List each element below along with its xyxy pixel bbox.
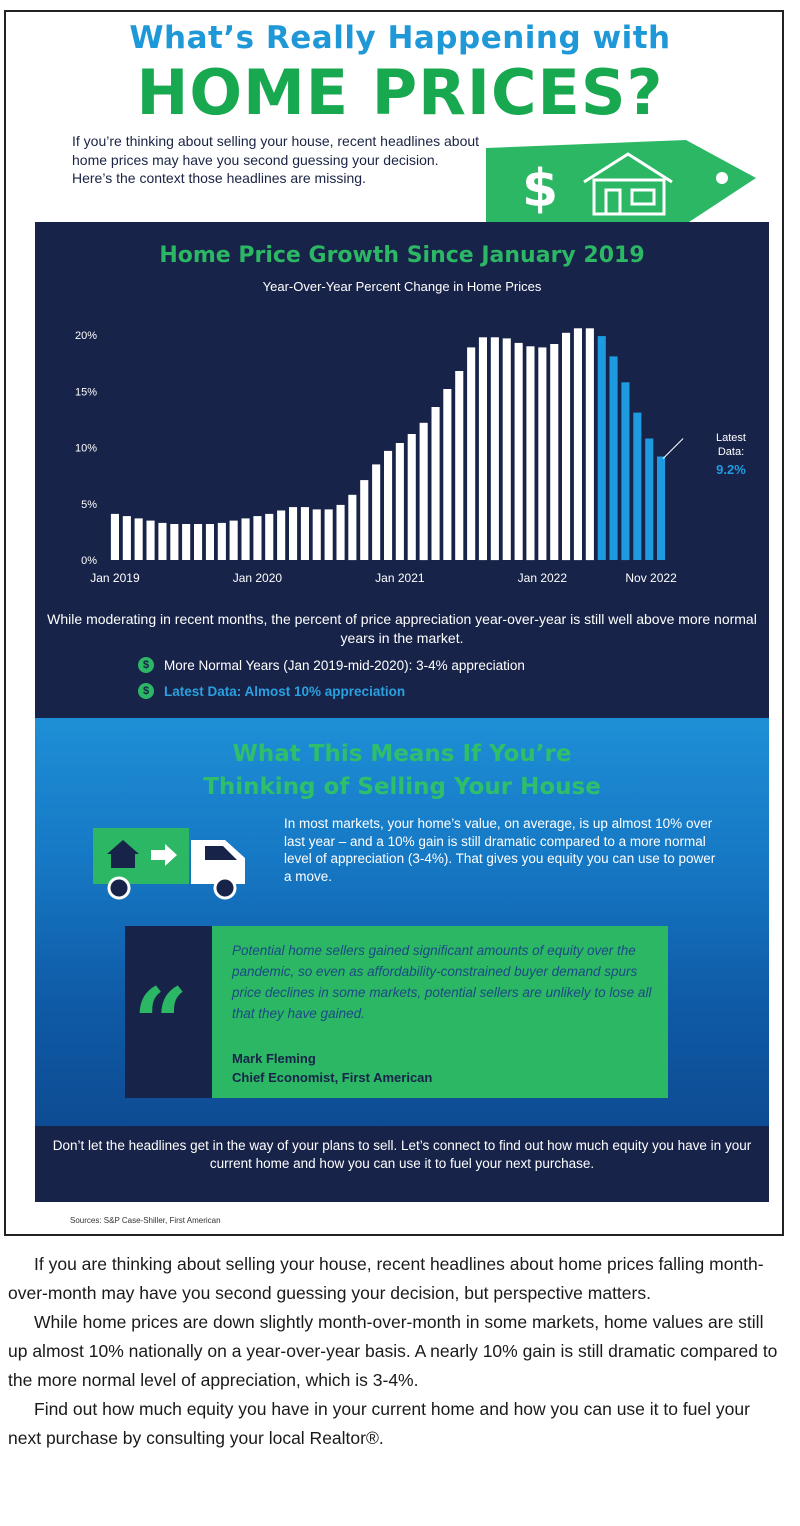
chart-bar — [585, 328, 594, 561]
bar-chart: 0% 5% 10% 15% 20% Jan 2019 Jan 2020 Jan 2021 Jan… — [75, 328, 746, 585]
quote-mark-icon: “ — [133, 967, 189, 1080]
chart-bar — [384, 450, 393, 560]
chart-bar — [407, 434, 416, 560]
chart-bar — [538, 347, 547, 560]
chart-bar — [158, 522, 167, 560]
chart-bar — [550, 344, 559, 560]
chart-bar — [597, 336, 606, 560]
x-tick-label: Jan 2021 — [375, 571, 425, 585]
chart-bar — [372, 464, 381, 560]
chart-title: Home Price Growth Since January 2019 — [159, 243, 645, 268]
selling-title: What This Means If You’re Thinking of Se… — [35, 738, 769, 804]
dollar-icon: $ — [138, 657, 154, 673]
quote-attribution: Mark Fleming Chief Economist, First Amer… — [232, 1049, 432, 1087]
chart-bar — [205, 524, 214, 560]
selling-body: In most markets, your home’s value, on a… — [284, 816, 716, 884]
y-tick-label: 20% — [75, 330, 97, 342]
moving-truck-icon — [93, 828, 245, 900]
annotation-label: Latest — [716, 432, 746, 444]
dollar-icon: $ — [138, 683, 154, 699]
chart-bar — [657, 456, 666, 560]
annotation-label: Data: — [718, 446, 744, 458]
chart-bar — [277, 510, 286, 560]
selling-title-line-1: What This Means If You’re — [232, 741, 572, 767]
chart-bar — [490, 337, 499, 561]
chart-bar — [562, 332, 571, 561]
article-paragraph-2: While home prices are down slightly mont… — [8, 1312, 778, 1390]
chart-bar — [478, 337, 487, 561]
chart-bar — [312, 509, 321, 560]
chart-subtitle: Year-Over-Year Percent Change in Home Pr… — [262, 279, 542, 294]
chart-bar — [253, 516, 262, 560]
chart-note: While moderating in recent months, the p… — [47, 611, 757, 646]
quote-author-role: Chief Economist, First American — [232, 1070, 433, 1085]
x-tick-label: Jan 2020 — [233, 571, 283, 585]
chart-bar — [633, 412, 642, 560]
annotation-value: 9.2% — [716, 462, 746, 477]
chart-bar — [526, 346, 535, 561]
x-tick-label: Jan 2019 — [90, 571, 140, 585]
chart-bar — [455, 371, 464, 560]
article-paragraph-3: Find out how much equity you have in you… — [8, 1399, 750, 1448]
article-paragraph-1: If you are thinking about selling your h… — [8, 1254, 764, 1303]
chart-bar — [360, 480, 369, 560]
legend-text-latest: Latest Data: Almost 10% appreciation — [164, 683, 406, 699]
quote-text: Potential home sellers gained significan… — [232, 943, 652, 1021]
chart-bar — [348, 494, 357, 561]
chart-bar — [609, 356, 618, 560]
quote-background — [212, 926, 668, 1098]
chart-bar — [502, 338, 511, 560]
x-tick-label: Nov 2022 — [625, 571, 677, 585]
sources-note: Sources: S&P Case-Shiller, First America… — [70, 1216, 221, 1225]
chart-bar — [182, 524, 191, 560]
article-body: If you are thinking about selling your h… — [8, 1250, 778, 1453]
chart-bar — [146, 520, 155, 560]
chart-bar — [395, 443, 404, 560]
title-line-2: HOME PRICES? — [136, 56, 664, 129]
chart-bar — [170, 524, 179, 560]
y-tick-label: 5% — [81, 499, 97, 511]
chart-bar — [645, 438, 654, 560]
chart-bar — [336, 504, 345, 560]
chart-bar — [241, 518, 250, 560]
chart-bar — [300, 507, 309, 560]
x-tick-label: Jan 2022 — [518, 571, 568, 585]
house-icon — [583, 152, 673, 216]
chart-bar — [229, 520, 238, 560]
y-tick-label: 10% — [75, 443, 97, 455]
quote-author: Mark Fleming — [232, 1051, 316, 1066]
chart-bar — [110, 513, 119, 560]
y-tick-label: 0% — [81, 555, 97, 567]
chart-bar — [621, 382, 630, 561]
price-tag-icon: $ — [486, 140, 756, 230]
dollar-sign: $ — [522, 159, 558, 219]
chart-bar — [194, 524, 203, 560]
chart-bar — [431, 407, 440, 560]
chart-bar — [134, 518, 143, 560]
chart-bar — [217, 522, 226, 560]
chart-bar — [514, 342, 523, 560]
y-tick-label: 15% — [75, 386, 97, 398]
chart-bar — [443, 389, 452, 560]
chart-bar — [289, 507, 298, 560]
title-line-1: What’s Really Happening with — [129, 20, 671, 56]
chart-bar — [265, 513, 274, 560]
legend-item-normal: $ More Normal Years (Jan 2019-mid-2020):… — [138, 657, 525, 673]
cta-text: Don’t let the headlines get in the way o… — [52, 1138, 752, 1171]
chart-bar — [122, 516, 131, 560]
selling-title-line-2: Thinking of Selling Your House — [203, 774, 601, 800]
intro-text: If you’re thinking about selling your ho… — [72, 133, 480, 186]
annotation-leader-line — [662, 438, 684, 459]
chart-bar — [467, 347, 476, 560]
chart-bar — [324, 509, 333, 560]
legend-text-normal: More Normal Years (Jan 2019-mid-2020): 3… — [164, 657, 525, 673]
cta-panel — [35, 1126, 769, 1202]
legend-item-latest: $ Latest Data: Almost 10% appreciation — [138, 683, 405, 699]
chart-bar — [419, 422, 428, 561]
chart-bar — [573, 328, 582, 561]
